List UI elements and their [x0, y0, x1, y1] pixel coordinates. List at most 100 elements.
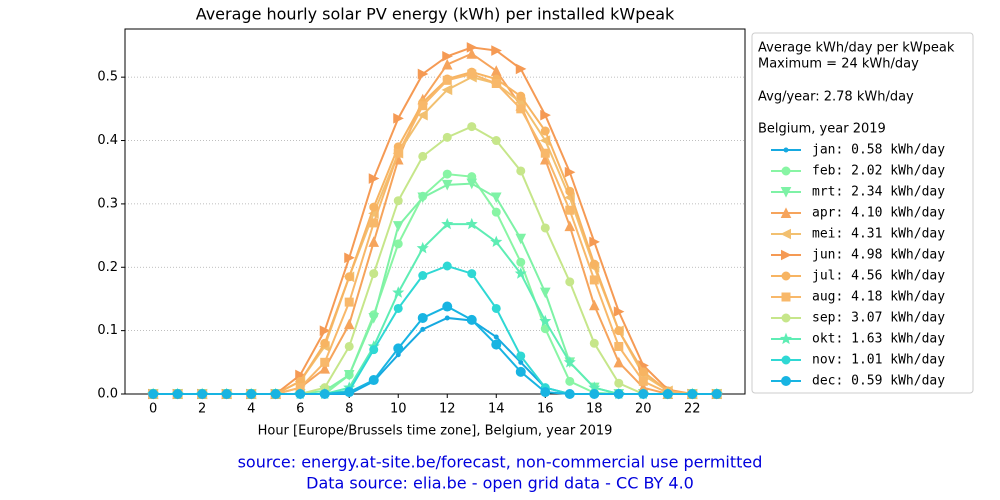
x-tick-label: 0: [149, 402, 157, 417]
data-point: [493, 334, 499, 340]
data-point: [368, 236, 380, 247]
data-point: [514, 267, 527, 279]
data-point: [491, 303, 501, 313]
series-line: [153, 72, 717, 395]
data-point: [368, 173, 380, 184]
data-point: [319, 325, 331, 336]
data-point: [613, 389, 624, 399]
data-point: [320, 338, 330, 348]
data-point: [516, 166, 526, 176]
legend-marker: [783, 147, 789, 153]
data-point: [540, 387, 551, 398]
footer: Data source: elia.be - open grid data - …: [306, 474, 694, 493]
x-tick-label: 18: [586, 402, 603, 417]
x-tick-label: 12: [439, 402, 456, 417]
legend-marker: [781, 166, 791, 176]
data-point: [687, 389, 698, 399]
data-point: [442, 301, 453, 312]
data-point: [540, 109, 551, 121]
data-point: [393, 303, 403, 313]
legend-label: nov: 1.01 kWh/day: [812, 353, 945, 368]
data-point: [563, 355, 576, 368]
data-point: [442, 50, 453, 62]
legend-marker: [780, 207, 792, 218]
legend-marker: [780, 228, 791, 240]
data-point: [613, 356, 625, 368]
data-point: [588, 299, 600, 311]
chart-title: Average hourly solar PV energy (kWh) per…: [196, 5, 675, 24]
x-tick-label: 14: [488, 402, 505, 417]
legend-title: Maximum = 24 kWh/day: [758, 57, 919, 72]
data-point: [516, 257, 526, 267]
data-point: [368, 312, 380, 324]
data-point: [564, 389, 575, 399]
legend-label: feb: 2.02 kWh/day: [812, 164, 945, 179]
series-line: [153, 264, 717, 395]
data-point: [589, 338, 599, 348]
data-point: [319, 389, 330, 399]
data-point: [467, 269, 477, 279]
legend-label: apr: 4.10 kWh/day: [812, 206, 945, 221]
legend-label: dec: 0.59 kWh/day: [812, 374, 945, 389]
data-point: [343, 369, 355, 381]
data-point: [270, 389, 281, 399]
data-point: [638, 389, 649, 399]
data-point: [246, 389, 257, 399]
data-point: [369, 218, 379, 228]
data-point: [442, 132, 452, 142]
data-point: [539, 314, 552, 327]
data-point: [344, 387, 355, 398]
data-point: [515, 63, 527, 75]
legend-marker: [781, 355, 791, 365]
data-point: [466, 314, 477, 325]
data-point: [613, 306, 625, 317]
data-point: [441, 84, 453, 96]
legend-marker: [781, 249, 792, 261]
data-point: [148, 389, 159, 399]
data-point: [516, 351, 526, 361]
data-point: [418, 271, 428, 281]
data-point: [393, 113, 404, 124]
legend-label: jun: 4.98 kWh/day: [812, 248, 945, 263]
y-tick-label: 0.4: [97, 133, 118, 148]
legend-label: jan: 0.58 kWh/day: [812, 143, 945, 158]
legend-marker: [781, 376, 791, 386]
data-point: [491, 207, 501, 217]
legend-marker: [781, 292, 791, 302]
x-tick-label: 6: [296, 402, 304, 417]
data-point: [564, 220, 576, 232]
x-tick-label: 8: [345, 402, 353, 417]
x-tick-label: 10: [390, 402, 407, 417]
legend-label: aug: 4.18 kWh/day: [812, 290, 945, 305]
data-point: [441, 179, 453, 191]
data-point: [417, 109, 428, 121]
data-point: [515, 366, 526, 377]
legend-label: sep: 3.07 kWh/day: [812, 311, 945, 326]
data-point: [392, 286, 405, 298]
data-point: [442, 169, 452, 179]
series-line: [153, 223, 717, 395]
legend-label: mei: 4.31 kWh/day: [812, 227, 945, 242]
data-point: [418, 101, 428, 111]
data-point: [515, 233, 527, 245]
data-point: [467, 122, 477, 132]
data-point: [638, 376, 648, 386]
data-point: [221, 389, 232, 399]
data-point: [614, 326, 624, 336]
data-point: [393, 239, 403, 249]
data-point: [466, 48, 478, 59]
x-tick-label: 16: [537, 402, 554, 417]
data-point: [319, 363, 331, 374]
series-line: [153, 46, 717, 395]
data-point: [662, 389, 673, 399]
data-point: [491, 339, 502, 350]
series-line: [153, 173, 717, 395]
data-point: [344, 272, 354, 282]
data-point: [518, 359, 524, 365]
footer: source: energy.at-site.be/forecast, non-…: [238, 453, 763, 472]
legend-title: Average kWh/day per kWpeak: [758, 41, 955, 56]
legend-label: jul: 4.56 kWh/day: [812, 269, 945, 284]
data-point: [418, 151, 428, 161]
data-point: [565, 186, 575, 196]
